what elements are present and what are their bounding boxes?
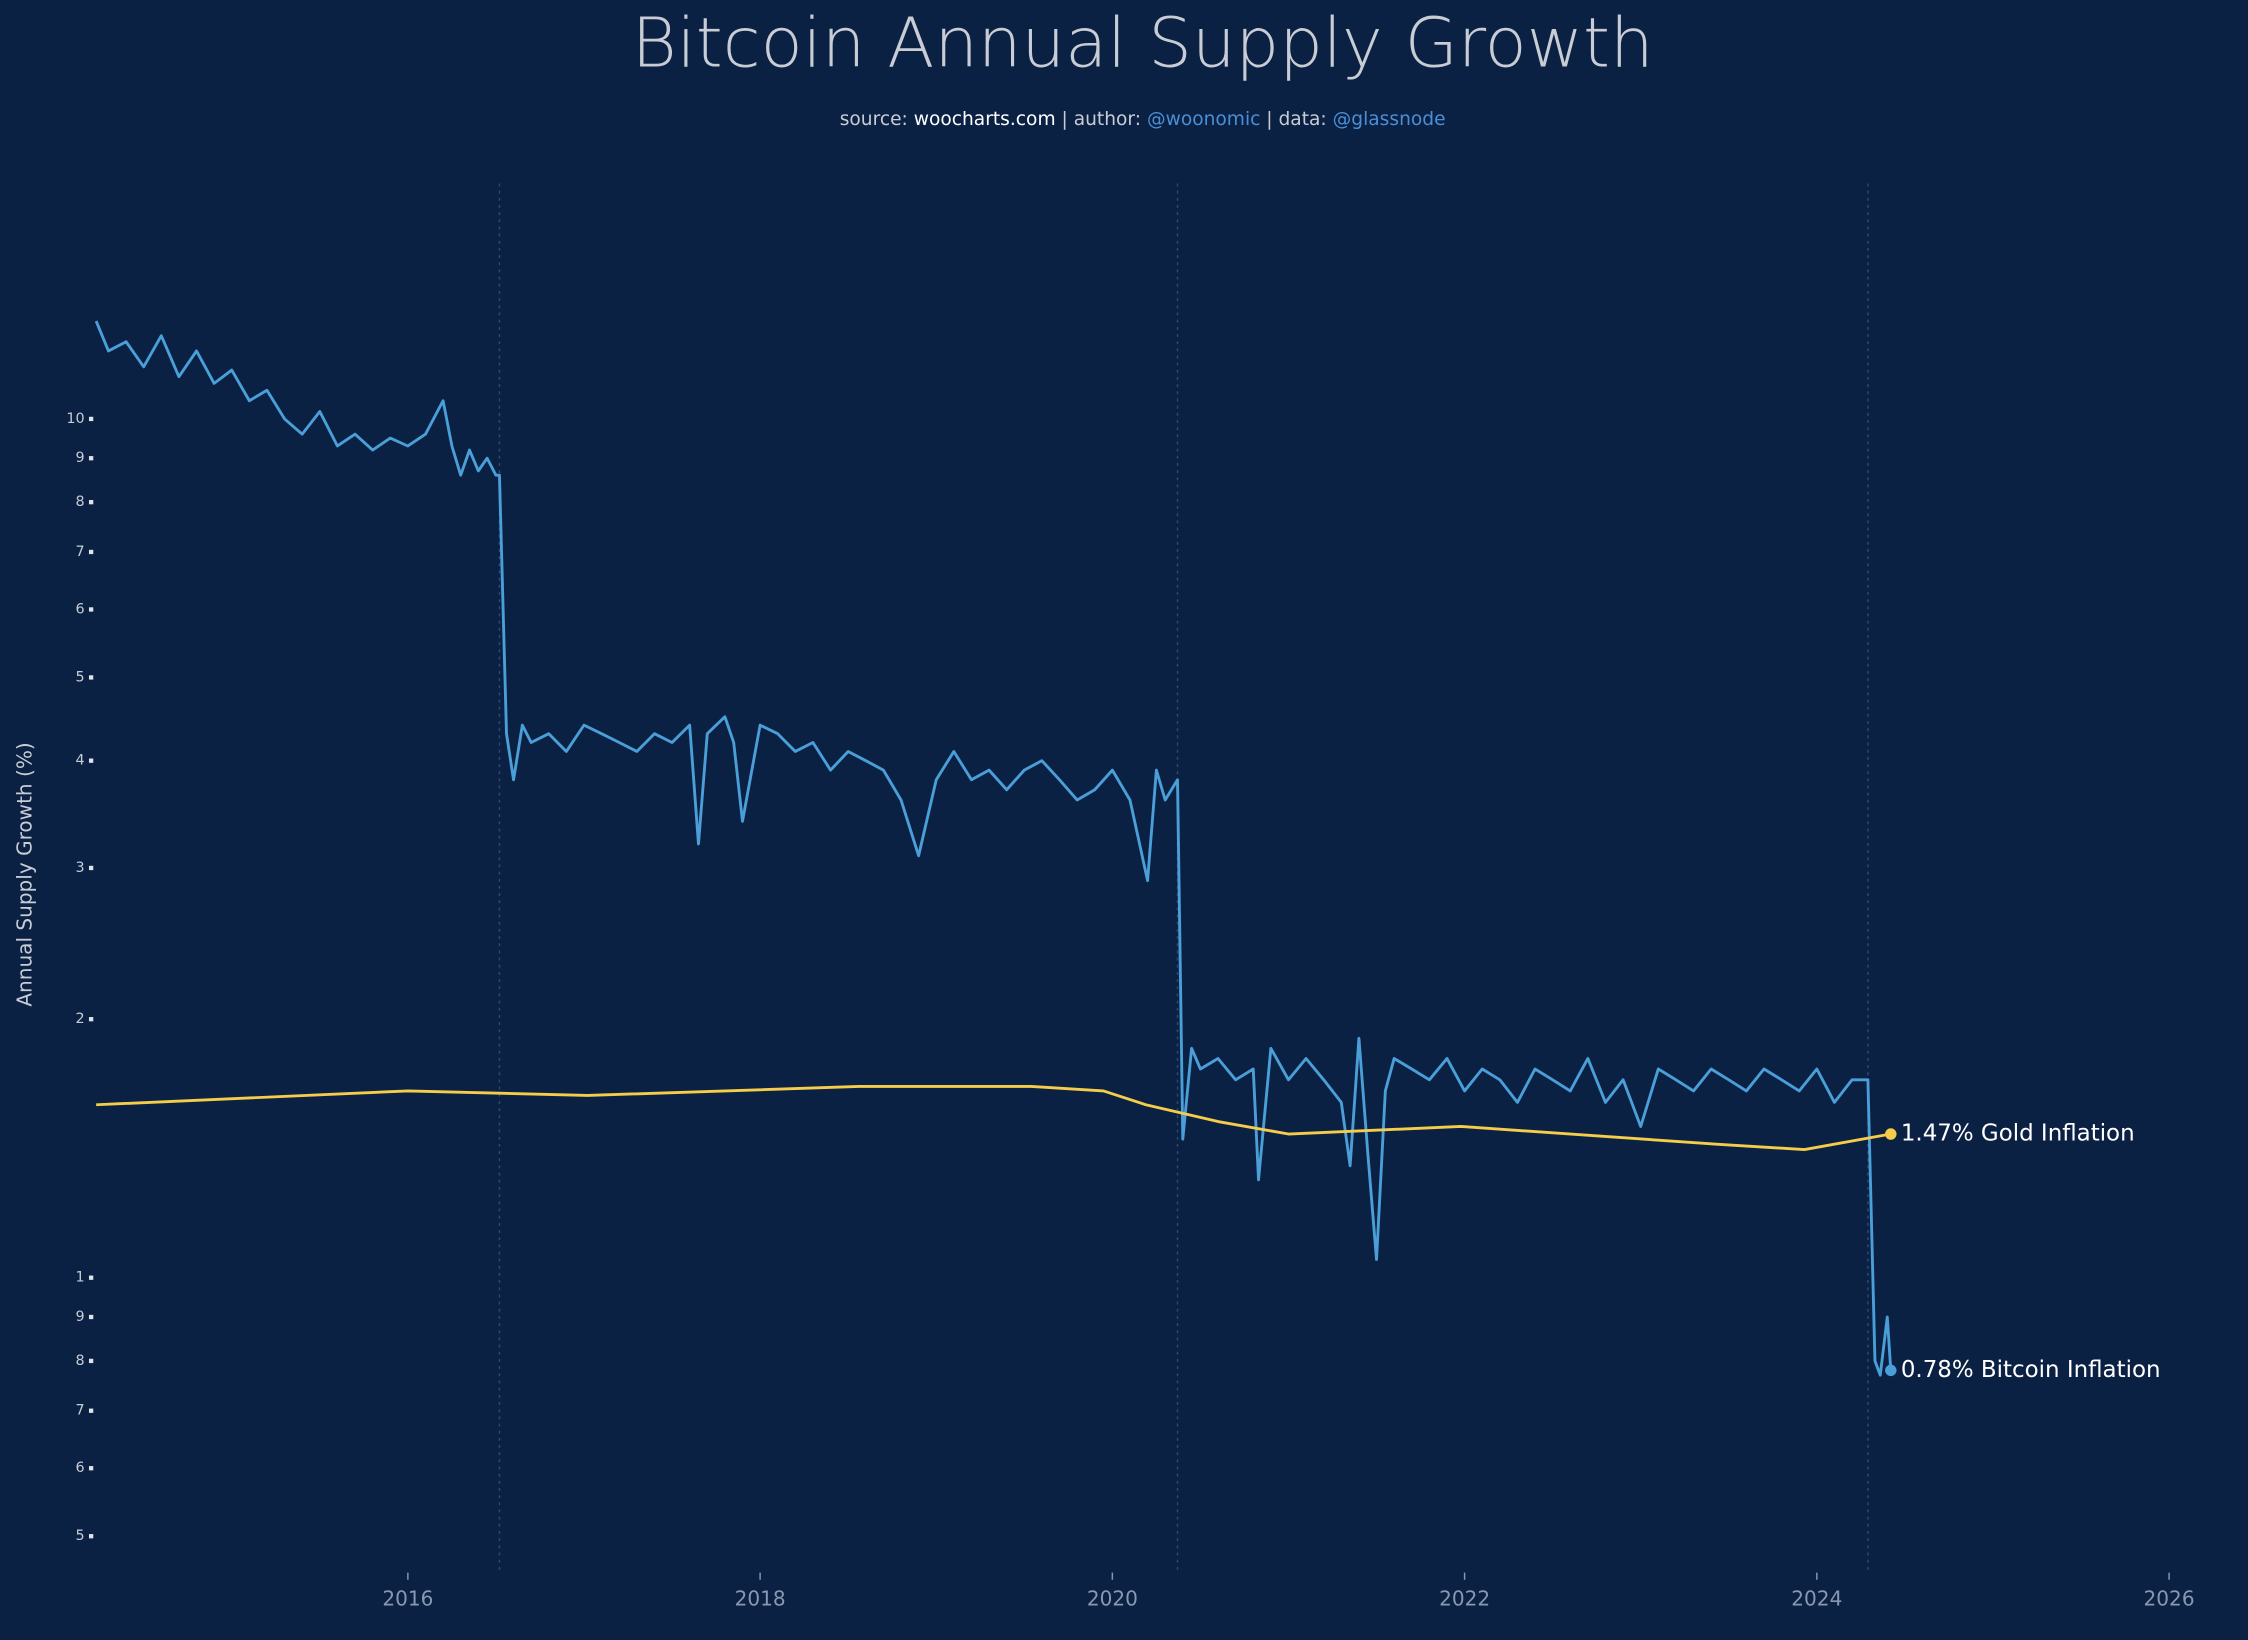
x-tick-label: 2020 bbox=[1087, 1586, 1138, 1610]
subtitle-part: @woonomic bbox=[1147, 108, 1260, 129]
y-tick-mark bbox=[88, 758, 94, 763]
y-tick-mark bbox=[88, 416, 94, 422]
y-tick-mark bbox=[88, 675, 94, 680]
end-label: 1.47% Gold Inflation bbox=[1901, 1121, 2135, 1147]
end-label: 0.78% Bitcoin Inflation bbox=[1901, 1357, 2161, 1383]
end-marker bbox=[1885, 1128, 1897, 1140]
chart-title: Bitcoin Annual Supply Growth bbox=[632, 3, 1654, 83]
y-tick-mark bbox=[88, 1314, 94, 1320]
x-tick-label: 2026 bbox=[2144, 1586, 2195, 1610]
y-tick-mark bbox=[88, 549, 94, 555]
y-tick-label: 9 bbox=[76, 1309, 85, 1325]
y-tick-label: 6 bbox=[76, 1460, 85, 1476]
y-tick-label: 3 bbox=[76, 860, 85, 876]
x-tick-label: 2018 bbox=[735, 1586, 786, 1610]
subtitle-part: @glassnode bbox=[1333, 108, 1446, 129]
y-tick-mark bbox=[88, 500, 94, 505]
y-tick-mark bbox=[88, 1534, 94, 1539]
y-tick-mark bbox=[88, 1408, 94, 1413]
y-tick-mark bbox=[88, 1466, 94, 1471]
subtitle-part: | data: bbox=[1260, 108, 1332, 129]
y-tick-label: 7 bbox=[76, 1403, 85, 1419]
series-line bbox=[94, 320, 1893, 1377]
y-tick-label: 5 bbox=[76, 669, 85, 685]
y-tick-mark bbox=[88, 865, 94, 871]
x-tick-label: 2022 bbox=[1439, 1586, 1490, 1610]
subtitle-part: source: bbox=[840, 108, 914, 129]
y-axis-label: Annual Supply Growth (%) bbox=[12, 742, 36, 1006]
y-tick-label: 7 bbox=[76, 544, 85, 560]
y-tick-mark bbox=[88, 456, 94, 461]
y-tick-mark bbox=[88, 1358, 94, 1364]
x-tick-label: 2024 bbox=[1791, 1586, 1842, 1610]
end-marker bbox=[1885, 1364, 1897, 1377]
y-tick-mark bbox=[88, 1017, 94, 1022]
series-line bbox=[96, 1085, 1892, 1151]
y-tick-label: 6 bbox=[76, 601, 85, 617]
y-tick-label: 8 bbox=[76, 1353, 85, 1369]
y-tick-mark bbox=[88, 1275, 94, 1280]
y-tick-label: 10 bbox=[66, 411, 84, 427]
y-tick-label: 5 bbox=[76, 1528, 85, 1544]
y-tick-mark bbox=[88, 607, 94, 612]
x-tick-label: 2016 bbox=[382, 1586, 433, 1610]
y-tick-label: 8 bbox=[76, 494, 85, 510]
y-tick-label: 2 bbox=[76, 1011, 85, 1027]
y-tick-label: 1 bbox=[76, 1270, 85, 1286]
subtitle-part: | author: bbox=[1056, 108, 1147, 129]
subtitle: source: woocharts.com | author: @woonomi… bbox=[840, 108, 1446, 129]
y-tick-label: 4 bbox=[76, 753, 85, 769]
y-tick-label: 9 bbox=[76, 450, 85, 466]
subtitle-part: woocharts.com bbox=[914, 108, 1056, 129]
